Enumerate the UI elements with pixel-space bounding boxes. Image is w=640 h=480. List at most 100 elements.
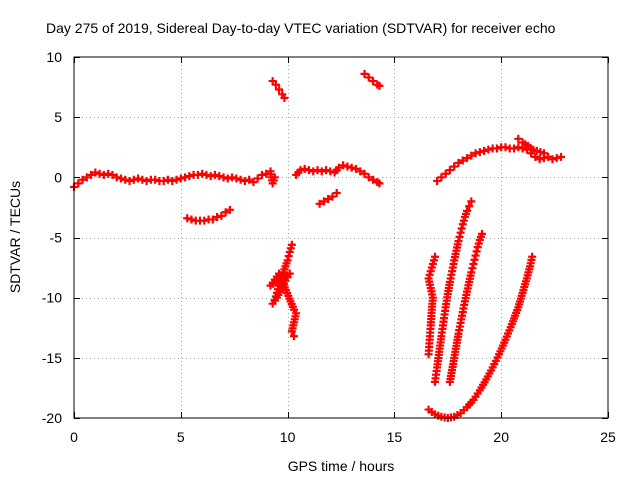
data-point [539,149,548,158]
series-arc-c [445,229,486,386]
data-point [514,134,523,143]
x-tick-label: 0 [70,429,78,445]
data-point [200,216,209,225]
data-point [304,166,313,175]
data-point [334,163,343,172]
series-small-dip-12h [315,188,341,208]
data-point [557,152,566,161]
data-point [296,166,305,175]
y-tick-label: 5 [54,109,62,125]
data-point [548,155,557,164]
data-point [271,80,280,89]
data-point [480,146,489,155]
data-point [138,175,147,184]
y-tick-label: -20 [42,410,62,426]
data-point [322,166,331,175]
y-tick-label: 10 [46,49,62,65]
data-point [112,173,121,182]
data-point [159,176,168,185]
x-tick-label: 25 [600,429,616,445]
data-point [441,169,450,178]
data-point [514,143,523,152]
data-point [430,252,439,261]
data-point [544,152,553,161]
chart-title: Day 275 of 2019, Sidereal Day-to-day VTE… [46,20,556,36]
x-tick-label: 15 [387,429,403,445]
data-point [198,169,207,178]
data-point [290,332,299,341]
data-point [78,175,87,184]
data-point [270,173,279,182]
data-point [183,214,192,223]
data-point [339,161,348,170]
data-point [317,167,326,176]
data-point [510,144,519,153]
data-point [309,167,318,176]
data-point [245,175,254,184]
data-point [467,197,476,206]
y-axis-label: SDTVAR / TECUs [7,181,23,293]
data-point [324,194,333,203]
data-point [369,175,378,184]
data-point [364,73,373,82]
data-point [74,179,83,188]
data-point [187,215,196,224]
axis-layer: 0 5 10 15 20 25 -20 -15 -10 -5 0 5 10 [42,49,616,445]
data-point [210,170,219,179]
data-point [168,176,177,185]
data-point [332,188,341,197]
data-point [240,176,249,185]
x-tick-label: 20 [493,429,509,445]
data-point [121,175,130,184]
data-point [375,81,384,90]
x-tick-label: 10 [280,429,296,445]
data-point [437,173,446,182]
data-point [215,172,224,181]
data-point [347,163,356,172]
data-point [213,213,222,222]
data-point [172,175,181,184]
series-spike-near-9h [268,77,289,102]
data-point [343,162,352,171]
data-point [360,169,369,178]
y-tick-label: 0 [54,169,62,185]
data-point [364,173,373,182]
data-point [552,154,561,163]
data-layer [70,69,566,422]
data-point [129,175,138,184]
y-tick-label: -10 [42,290,62,306]
data-point [221,208,230,217]
data-point [104,169,113,178]
data-point [176,174,185,183]
data-point [477,229,486,238]
y-tick-label: -5 [50,230,63,246]
data-point [280,93,289,102]
data-point [463,154,472,163]
data-point [535,155,544,164]
data-point [475,148,484,157]
data-point [531,152,540,161]
data-point [433,176,442,185]
data-point [463,207,472,216]
x-tick-label: 5 [177,429,185,445]
data-point [360,69,369,78]
data-point [484,145,493,154]
data-point [125,176,134,185]
data-point [275,85,284,94]
data-point [206,172,215,181]
data-point [501,143,510,152]
data-point [217,211,226,220]
data-point [95,169,104,178]
data-point [471,149,480,158]
x-axis-label: GPS time / hours [288,458,395,474]
data-point [87,170,96,179]
data-point [225,205,234,214]
data-point [465,202,474,211]
data-point [375,179,384,188]
data-point [445,166,454,175]
data-point [253,174,262,183]
data-point [528,252,537,261]
data-point [82,173,91,182]
